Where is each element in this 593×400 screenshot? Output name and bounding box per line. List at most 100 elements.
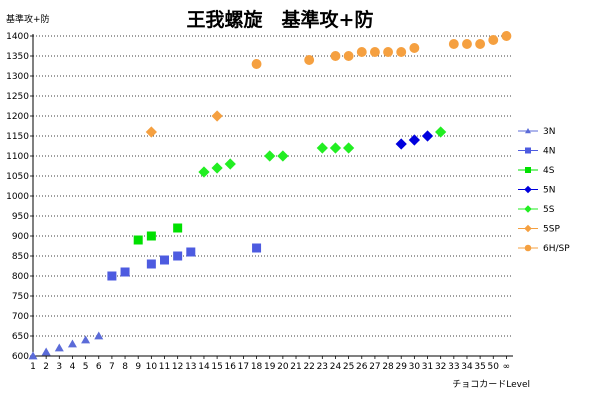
- data-point: [408, 134, 420, 146]
- x-tick-label: 27: [369, 362, 380, 372]
- data-point: [409, 43, 420, 53]
- data-point: [330, 51, 341, 61]
- data-point: [81, 335, 91, 344]
- data-point: [173, 223, 183, 233]
- legend-marker: [525, 167, 531, 173]
- data-point: [28, 351, 38, 360]
- data-point: [211, 162, 223, 174]
- x-tick-label: 28: [382, 362, 394, 372]
- legend-marker: [525, 128, 531, 134]
- legend-label: 4S: [543, 166, 555, 176]
- x-tick-label: 21: [290, 362, 301, 372]
- x-tick-label: 32: [435, 362, 446, 372]
- data-point: [133, 235, 143, 245]
- data-point: [343, 51, 354, 61]
- x-tick-label: 5: [83, 362, 89, 372]
- x-tick-label: 30: [409, 362, 421, 372]
- y-tick-labels: 600 650 700 750 800 850 900 950 1000 1050 1100 1150…: [6, 32, 29, 362]
- x-tick-label: 1: [30, 362, 36, 372]
- y-tick-label: 650: [12, 332, 29, 342]
- data-point: [304, 55, 315, 65]
- x-tick-label: 19: [264, 362, 276, 372]
- x-axis-label: チョコカードLevel: [452, 379, 530, 390]
- data-point: [251, 59, 262, 69]
- legend-label: 5S: [543, 205, 555, 215]
- data-point: [448, 39, 459, 49]
- legend-marker: [524, 244, 532, 252]
- data-point: [160, 255, 170, 265]
- data-point: [396, 47, 407, 57]
- data-point: [41, 347, 51, 356]
- y-tick-label: 600: [12, 352, 29, 362]
- data-point: [173, 251, 183, 261]
- legend-marker: [525, 147, 531, 154]
- x-tick-label: 6: [96, 362, 102, 372]
- data-point: [356, 47, 367, 57]
- legend-label: 6H/SP: [543, 244, 570, 254]
- x-tick-label: ∞: [503, 362, 511, 372]
- y-tick-label: 1150: [6, 132, 29, 142]
- y-tick-label: 1300: [6, 72, 29, 82]
- data-point: [120, 267, 130, 277]
- data-point: [501, 31, 512, 41]
- data-point: [488, 35, 499, 45]
- x-tick-label: 22: [303, 362, 314, 372]
- x-tick-label: 9: [135, 362, 141, 372]
- x-tick-label: 25: [343, 362, 354, 372]
- x-tick-label: 29: [395, 362, 407, 372]
- data-point: [224, 158, 236, 170]
- data-point: [107, 271, 117, 281]
- data-point: [54, 343, 64, 352]
- data-point: [198, 166, 210, 178]
- x-tick-label: 15: [211, 362, 222, 372]
- data-points: [28, 31, 512, 360]
- y-tick-label: 1400: [6, 32, 29, 42]
- x-tick-label: 10: [146, 362, 158, 372]
- chart-title: 王我螺旋 基準攻+防: [187, 8, 374, 31]
- y-tick-label: 700: [12, 312, 29, 322]
- x-tick-label: 34: [461, 362, 473, 372]
- data-point: [383, 47, 394, 57]
- x-tick-label: 7: [109, 362, 115, 372]
- x-tick-label: 33: [448, 362, 459, 372]
- data-point: [395, 138, 407, 150]
- data-point: [462, 39, 472, 49]
- x-tick-label: 26: [356, 362, 368, 372]
- grid-lines: [33, 35, 513, 357]
- x-tick-label: 17: [238, 362, 249, 372]
- x-tick-labels: 1 2 3 4 5 6 7 8 9 10 11 12 13 14 15 16 17 18 19 20 21 22 23 24 2…: [30, 362, 510, 372]
- data-point: [252, 243, 262, 253]
- y-tick-label: 1000: [6, 192, 29, 202]
- x-tick-label: 2: [43, 362, 49, 372]
- x-tick-label: 24: [330, 362, 342, 372]
- legend-marker: [524, 224, 532, 233]
- y-tick-label: 900: [12, 232, 29, 242]
- data-point: [475, 39, 486, 49]
- data-point: [435, 126, 447, 138]
- x-tick-label: 50: [488, 362, 500, 372]
- data-point: [94, 331, 104, 340]
- legend-label: 5N: [543, 186, 555, 196]
- y-tick-label: 1050: [6, 172, 29, 182]
- data-point: [369, 47, 380, 57]
- x-tick-label: 12: [172, 362, 183, 372]
- x-tick-label: 13: [185, 362, 196, 372]
- y-axis-label: 基準攻+防: [6, 13, 50, 25]
- y-tick-label: 1250: [6, 92, 29, 102]
- data-point: [329, 142, 342, 154]
- x-tick-label: 18: [251, 362, 263, 372]
- x-tick-label: 20: [277, 362, 289, 372]
- data-point: [145, 126, 157, 138]
- legend-marker: [524, 185, 532, 194]
- x-tick-label: 8: [122, 362, 128, 372]
- data-point: [421, 130, 434, 142]
- data-point: [342, 142, 355, 154]
- x-tick-label: 31: [422, 362, 433, 372]
- y-tick-label: 1200: [6, 112, 29, 122]
- y-tick-label: 950: [12, 212, 29, 222]
- data-point: [277, 150, 289, 162]
- data-point: [316, 142, 328, 154]
- data-point: [67, 339, 77, 348]
- y-tick-label: 800: [12, 272, 29, 282]
